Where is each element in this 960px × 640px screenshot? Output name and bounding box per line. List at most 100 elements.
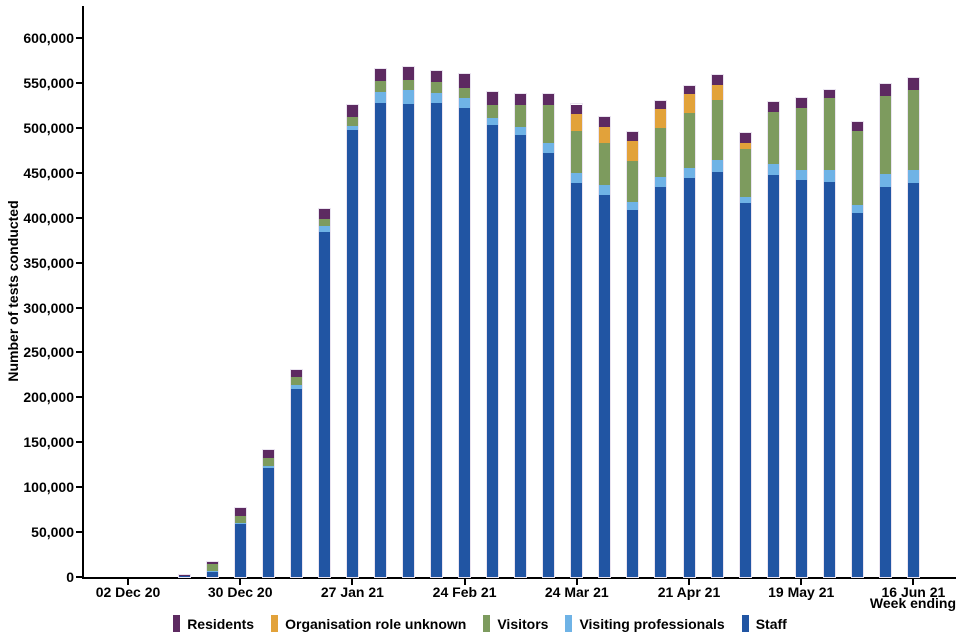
bar-segment-visitors — [374, 81, 386, 92]
bar-segment-visitors — [739, 148, 751, 198]
bar-segment-visitors — [627, 161, 639, 203]
bar-07-apr-21 — [626, 131, 640, 578]
bar-segment-residents — [374, 69, 386, 82]
bar-segment-visiting-professionals — [543, 143, 555, 153]
y-tick-label: 450,000 — [23, 164, 74, 181]
bar-03-feb-21 — [373, 68, 387, 578]
y-tick — [76, 216, 82, 219]
bar-23-dec-20 — [205, 561, 219, 578]
x-tick — [800, 579, 803, 585]
y-tick-label: 250,000 — [23, 344, 74, 361]
bar-segment-staff — [599, 195, 611, 577]
bar-segment-visitors — [346, 117, 358, 127]
bar-segment-staff — [739, 203, 751, 577]
legend-label: Visiting professionals — [579, 615, 725, 632]
bar-segment-staff — [655, 187, 667, 577]
bar-segment-residents — [515, 93, 527, 106]
bar-segment-residents — [907, 78, 919, 91]
bar-segment-visiting-professionals — [234, 522, 246, 524]
bar-segment-residents — [739, 133, 751, 144]
bar-segment-visiting-professionals — [346, 126, 358, 130]
bar-segment-staff — [543, 152, 555, 577]
bar-segment-visiting-professionals — [655, 177, 667, 188]
bar-segment-visitors — [459, 88, 471, 99]
legend-item-staff: Staff — [741, 615, 787, 632]
legend-swatch-icon — [271, 615, 279, 632]
legend: Residents Organisation role unknown Visito… — [0, 615, 960, 632]
bar-segment-residents — [459, 73, 471, 89]
x-tick-label: 30 Dec 20 — [207, 584, 273, 600]
bar-segment-staff — [487, 125, 499, 577]
legend-item-organisation-role-unknown: Organisation role unknown — [271, 615, 466, 632]
bar-segment-residents — [795, 98, 807, 109]
legend-label: Organisation role unknown — [285, 615, 467, 632]
bar-segment-staff — [683, 178, 695, 577]
bar-segment-visitors — [907, 90, 919, 171]
bar-segment-staff — [515, 135, 527, 577]
y-axis-line — [82, 6, 84, 579]
x-tick-label: 21 Apr 21 — [657, 584, 721, 600]
bar-14-apr-21 — [654, 99, 668, 578]
bar-segment-staff — [290, 389, 302, 577]
bar-segment-organisation-role-unknown — [571, 114, 583, 132]
bar-segment-staff — [403, 104, 414, 577]
bar-10-feb-21 — [402, 65, 415, 578]
bar-segment-visiting-professionals — [907, 170, 919, 183]
y-tick — [76, 486, 82, 489]
y-tick — [76, 126, 82, 129]
bar-segment-residents — [767, 101, 779, 112]
x-axis-title: Week ending — [869, 595, 956, 611]
bar-segment-residents — [543, 93, 555, 106]
bar-segment-visitors — [262, 457, 274, 466]
y-tick-label: 300,000 — [23, 299, 74, 316]
legend-swatch-icon — [483, 615, 491, 632]
bar-17-feb-21 — [430, 70, 444, 578]
bar-segment-visiting-professionals — [711, 160, 723, 172]
bar-segment-visiting-professionals — [683, 168, 695, 179]
bar-segment-visiting-professionals — [879, 173, 891, 188]
bar-segment-visiting-professionals — [487, 117, 499, 126]
y-tick-label: 200,000 — [23, 389, 74, 406]
legend-item-visitors: Visitors — [483, 615, 548, 632]
bar-segment-staff — [711, 171, 723, 577]
bar-segment-visitors — [795, 108, 807, 171]
x-tick-label: 16 Jun 21 — [881, 584, 946, 600]
bar-segment-visiting-professionals — [374, 91, 386, 103]
bar-segment-visitors — [290, 377, 302, 386]
x-tick-label: 19 May 21 — [768, 584, 835, 600]
bar-segment-visiting-professionals — [262, 465, 274, 469]
bar-segment-visitors — [851, 130, 863, 206]
bar-segment-staff — [262, 468, 274, 577]
x-tick-label: 02 Dec 20 — [95, 584, 161, 600]
bar-segment-residents — [290, 369, 302, 378]
bar-segment-residents — [234, 507, 246, 517]
bar-segment-visiting-professionals — [290, 385, 302, 390]
bar-16-jun-21 — [906, 77, 920, 578]
bar-05-may-21 — [738, 132, 752, 578]
legend-label: Visitors — [497, 615, 549, 632]
legend-swatch-icon — [741, 615, 749, 632]
bar-segment-staff — [374, 102, 386, 577]
bar-segment-residents — [431, 71, 443, 83]
x-tick — [688, 579, 690, 585]
y-tick-label: 500,000 — [23, 119, 74, 136]
bar-segment-residents — [571, 104, 583, 115]
legend-label: Staff — [755, 615, 787, 632]
bar-segment-visiting-professionals — [431, 92, 443, 103]
bar-30-dec-20 — [233, 506, 247, 578]
bar-10-mar-21 — [514, 92, 528, 578]
y-tick-label: 600,000 — [23, 30, 74, 46]
bar-segment-staff — [318, 232, 330, 577]
legend-swatch-icon — [173, 615, 181, 632]
bar-31-mar-21 — [598, 116, 612, 578]
bar-segment-organisation-role-unknown — [711, 84, 723, 101]
y-tick-label: 0 — [66, 569, 74, 585]
y-tick — [76, 171, 82, 174]
bar-segment-visiting-professionals — [795, 170, 807, 180]
bar-segment-staff — [851, 213, 863, 577]
x-tick-label: 27 Jan 21 — [320, 584, 384, 600]
x-axis-line — [82, 577, 956, 579]
bar-02-jun-21 — [850, 121, 864, 578]
bar-segment-visitors — [318, 218, 330, 226]
x-tick — [463, 579, 466, 585]
